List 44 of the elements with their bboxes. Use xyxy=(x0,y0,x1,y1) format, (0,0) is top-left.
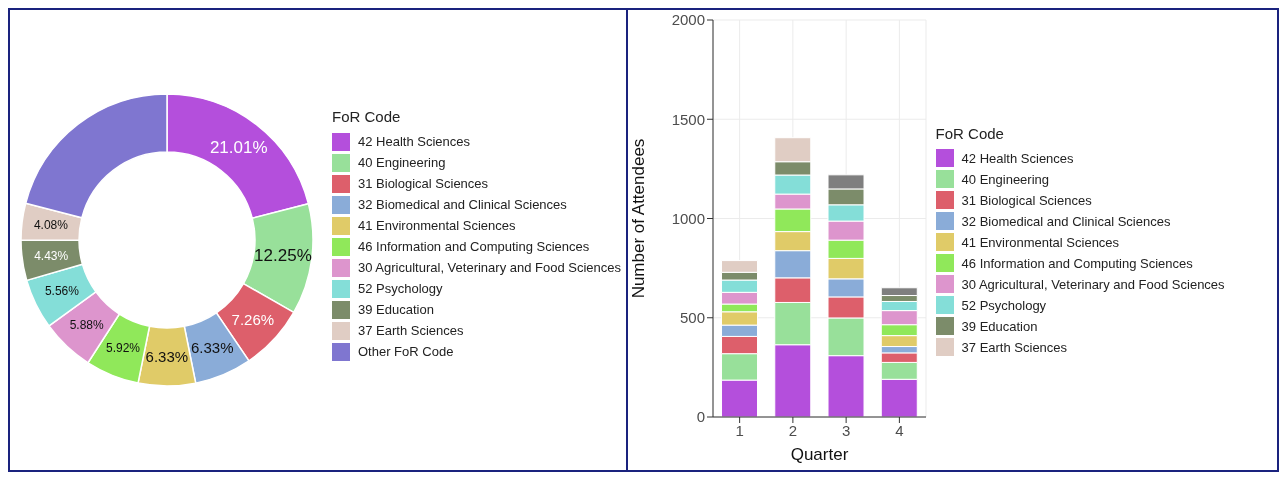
y-tick-label: 1500 xyxy=(671,110,705,128)
data-label: 12.25% xyxy=(254,246,312,266)
legend-label: 32 Biomedical and Clinical Sciences xyxy=(358,197,567,212)
legend-label: 39 Education xyxy=(961,318,1038,334)
data-label: 7.26% xyxy=(231,311,275,328)
legend-label: 37 Earth Sciences xyxy=(358,323,464,338)
x-axis-title: Quarter xyxy=(790,445,849,464)
legend-label: 52 Psychology xyxy=(358,281,443,296)
legend-label: 40 Engineering xyxy=(358,155,446,170)
legend-label: 31 Biological Sciences xyxy=(961,192,1092,208)
data-label: 6.33% xyxy=(190,339,234,357)
legend-label: 46 Information and Computing Sciences xyxy=(961,255,1193,271)
data-label: 4.43% xyxy=(34,249,69,264)
legend-label: 30 Agricultural, Veterinary and Food Sciences xyxy=(961,276,1225,292)
y-tick-label: 2000 xyxy=(671,11,705,29)
legend-label: 40 Engineering xyxy=(961,171,1050,187)
y-axis-title: Number of Attendees xyxy=(628,138,648,299)
legend-label: 37 Earth Sciences xyxy=(961,339,1068,355)
data-label: 5.88% xyxy=(69,318,105,333)
legend-label: 46 Information and Computing Sciences xyxy=(358,239,590,254)
y-tick-label: 1000 xyxy=(671,209,705,227)
data-label: 5.56% xyxy=(44,284,80,299)
legend-label: 41 Environmental Sciences xyxy=(961,234,1120,250)
data-label: 5.92% xyxy=(105,341,141,356)
legend-label: 39 Education xyxy=(358,302,434,317)
legend-label: 32 Biomedical and Clinical Sciences xyxy=(961,213,1171,229)
x-tick-label: 1 xyxy=(735,421,744,439)
legend-label: 42 Health Sciences xyxy=(358,134,471,149)
data-label: 21.01% xyxy=(209,138,268,158)
legend-label: 41 Environmental Sciences xyxy=(358,218,516,233)
legend-label: 42 Health Sciences xyxy=(961,150,1074,166)
data-label: 6.33% xyxy=(145,348,189,366)
x-tick-label: 4 xyxy=(894,421,904,439)
legend-label: 31 Biological Sciences xyxy=(358,176,489,191)
legend-label: 30 Agricultural, Veterinary and Food Sciences xyxy=(358,260,622,275)
x-tick-label: 2 xyxy=(788,421,797,439)
data-label: 4.08% xyxy=(33,218,69,233)
legend-title: FoR Code xyxy=(935,124,1005,142)
y-tick-label: 500 xyxy=(679,309,705,327)
legend-label: Other FoR Code xyxy=(358,344,454,359)
legend-label: 52 Psychology xyxy=(961,297,1047,313)
legend-title: FoR Code xyxy=(332,108,402,125)
x-tick-label: 3 xyxy=(841,421,850,439)
y-tick-label: 0 xyxy=(696,408,705,426)
